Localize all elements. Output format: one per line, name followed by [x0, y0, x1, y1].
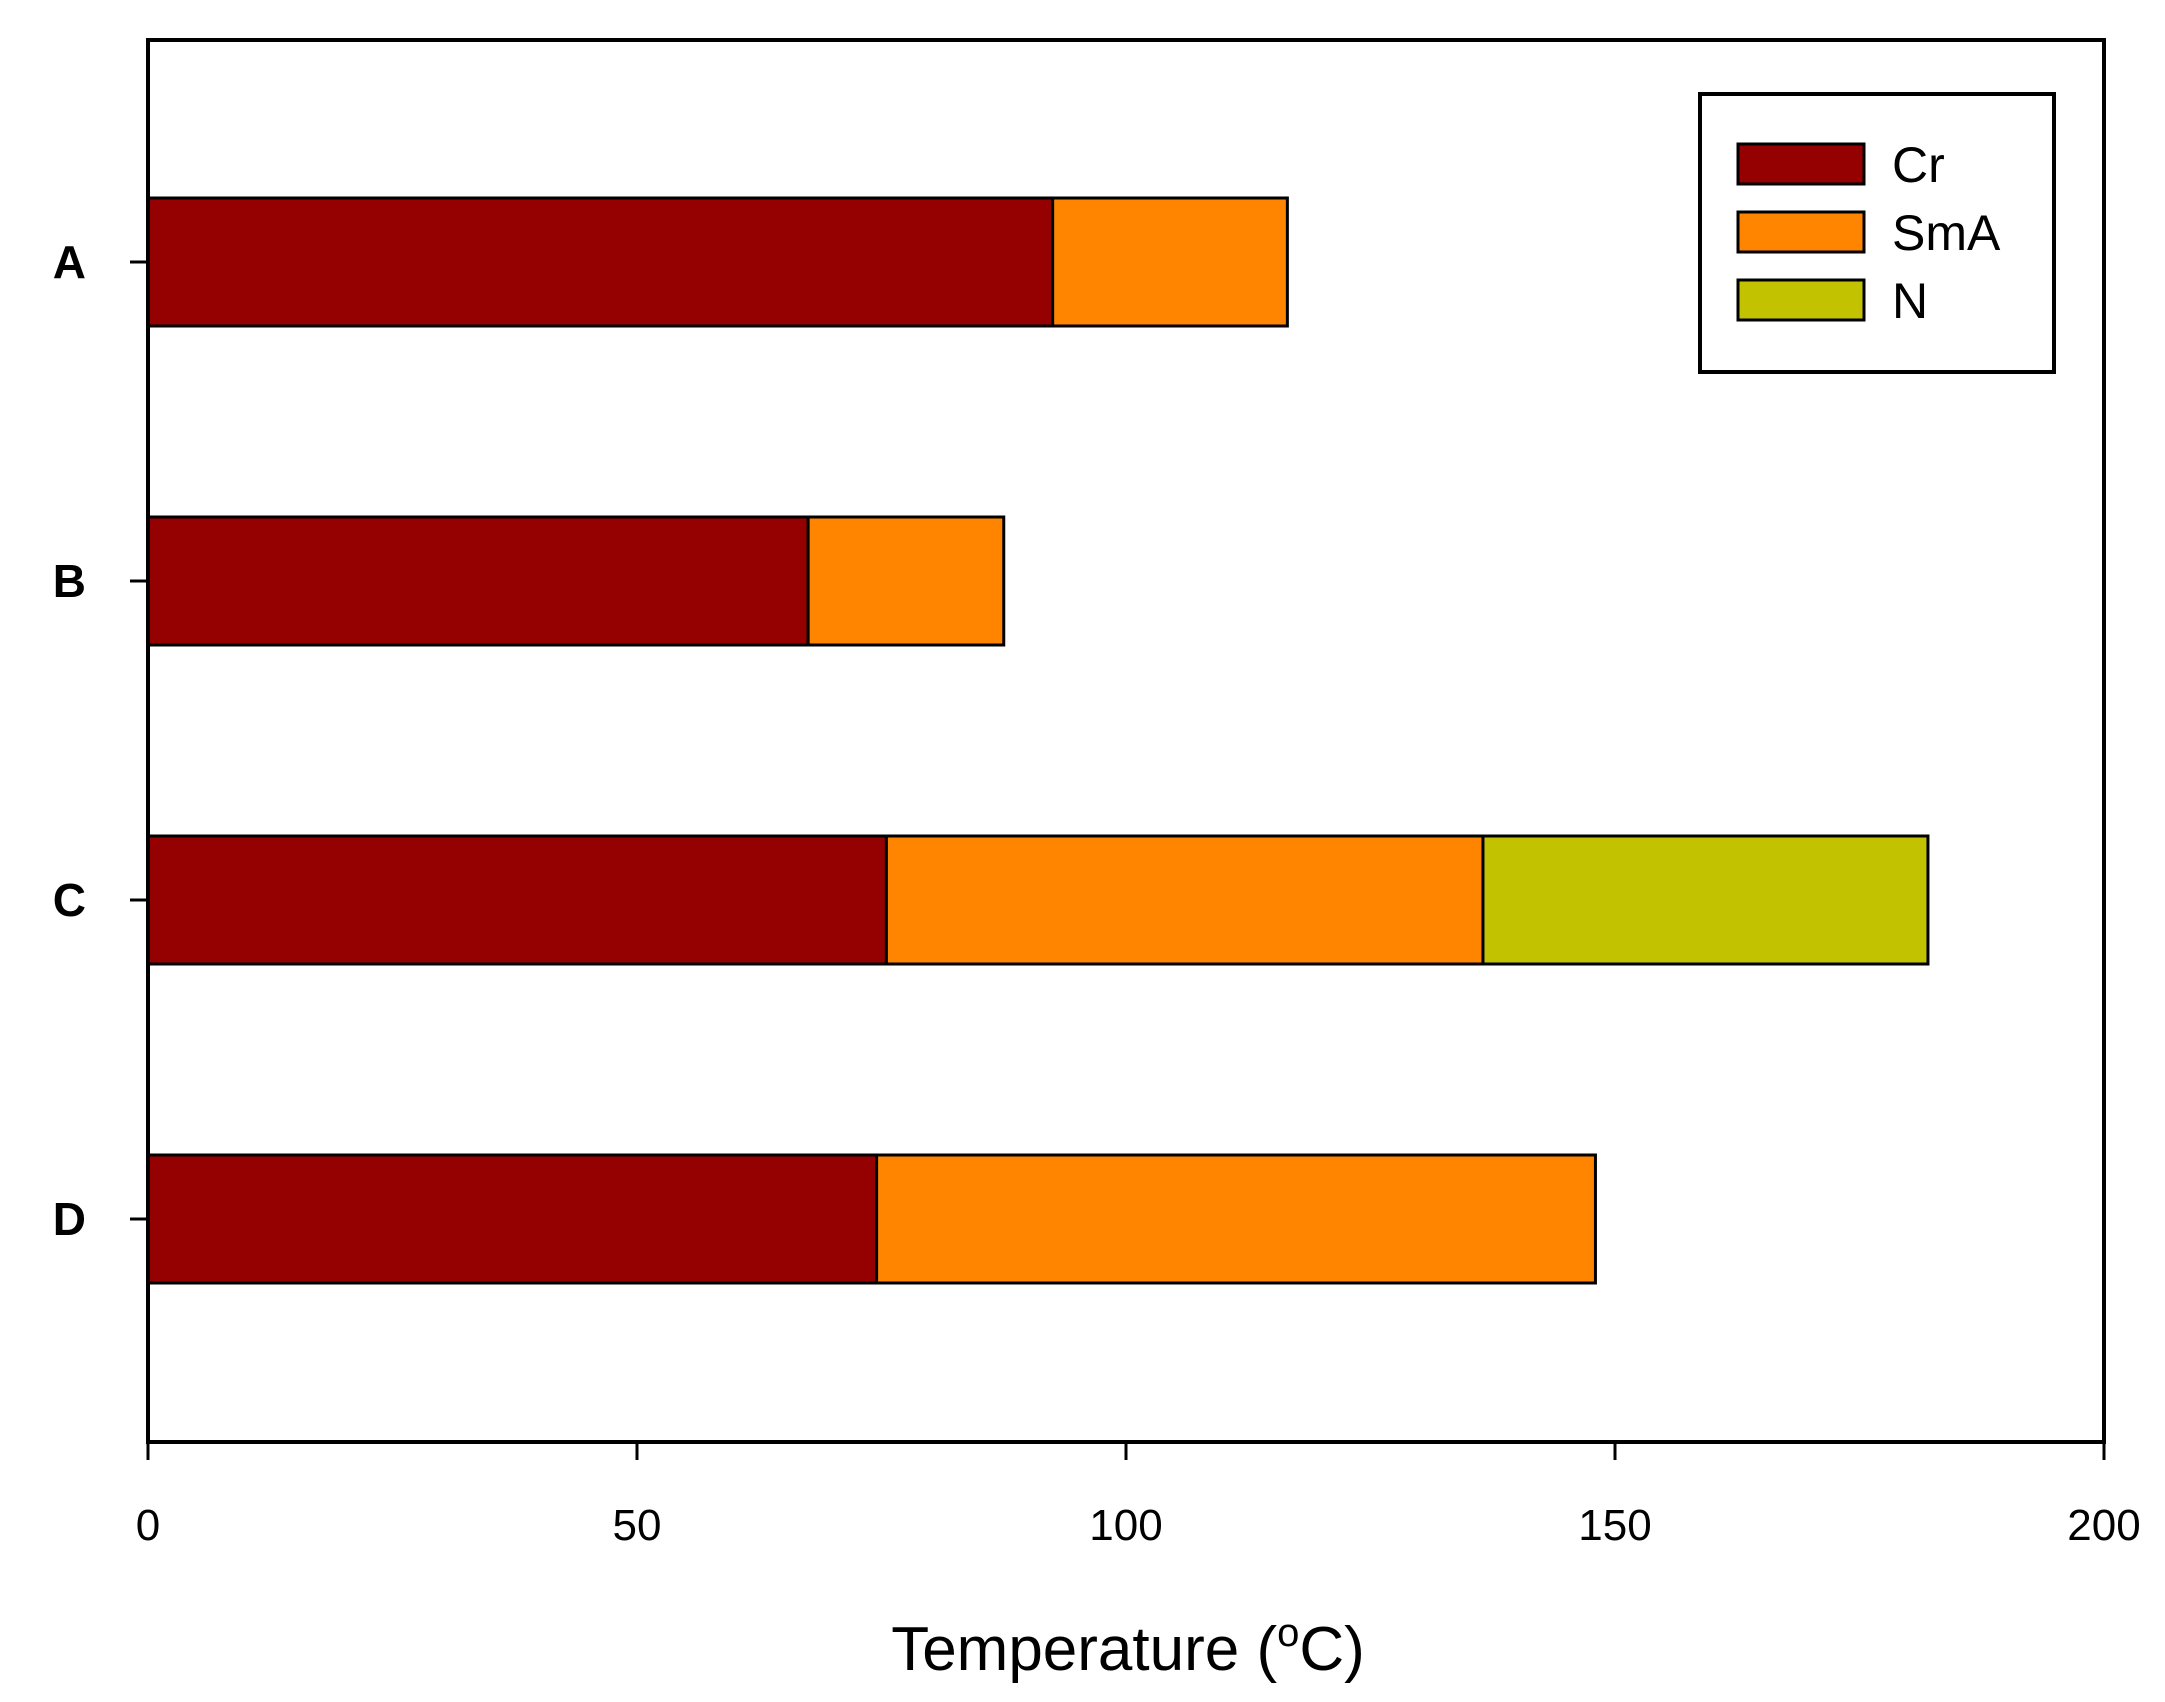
bar-b-sma [806, 515, 1006, 647]
legend-swatch-cr [1736, 142, 1866, 186]
legend: Cr SmA N [1698, 92, 2056, 374]
bar-c-cr [146, 834, 888, 966]
y-category-label: D [53, 1193, 86, 1245]
x-axis-title-main: Temperature ( [891, 1615, 1277, 1684]
x-axis-title-suffix: C) [1299, 1615, 1364, 1684]
legend-label-sma: SmA [1892, 205, 2001, 261]
x-tick-label: 200 [2067, 1501, 2140, 1550]
x-axis-title: Temperature (oC) [891, 1611, 1365, 1684]
legend-label-n: N [1892, 273, 1928, 329]
bar-a-cr [146, 196, 1055, 328]
x-tick-label: 0 [136, 1501, 160, 1550]
x-axis-title-superscript: o [1277, 1611, 1299, 1655]
bar-c-n [1481, 834, 1930, 966]
x-tick-label: 100 [1089, 1501, 1162, 1550]
y-axis: A B C D [53, 236, 148, 1245]
bar-c-sma [884, 834, 1485, 966]
bar-d-cr [146, 1153, 879, 1285]
y-category-label: B [53, 555, 86, 607]
y-category-label: C [53, 874, 86, 926]
legend-swatch-sma [1736, 210, 1866, 254]
legend-label-cr: Cr [1892, 137, 1945, 193]
y-category-label: A [53, 236, 86, 288]
bar-a-sma [1051, 196, 1289, 328]
legend-swatch-n [1736, 278, 1866, 322]
x-tick-label: 50 [613, 1501, 662, 1550]
x-axis: 0 50 100 150 200 [136, 1442, 2141, 1550]
bars-layer [146, 196, 1930, 1285]
x-tick-label: 150 [1578, 1501, 1651, 1550]
bar-d-sma [875, 1153, 1597, 1285]
bar-b-cr [146, 515, 810, 647]
